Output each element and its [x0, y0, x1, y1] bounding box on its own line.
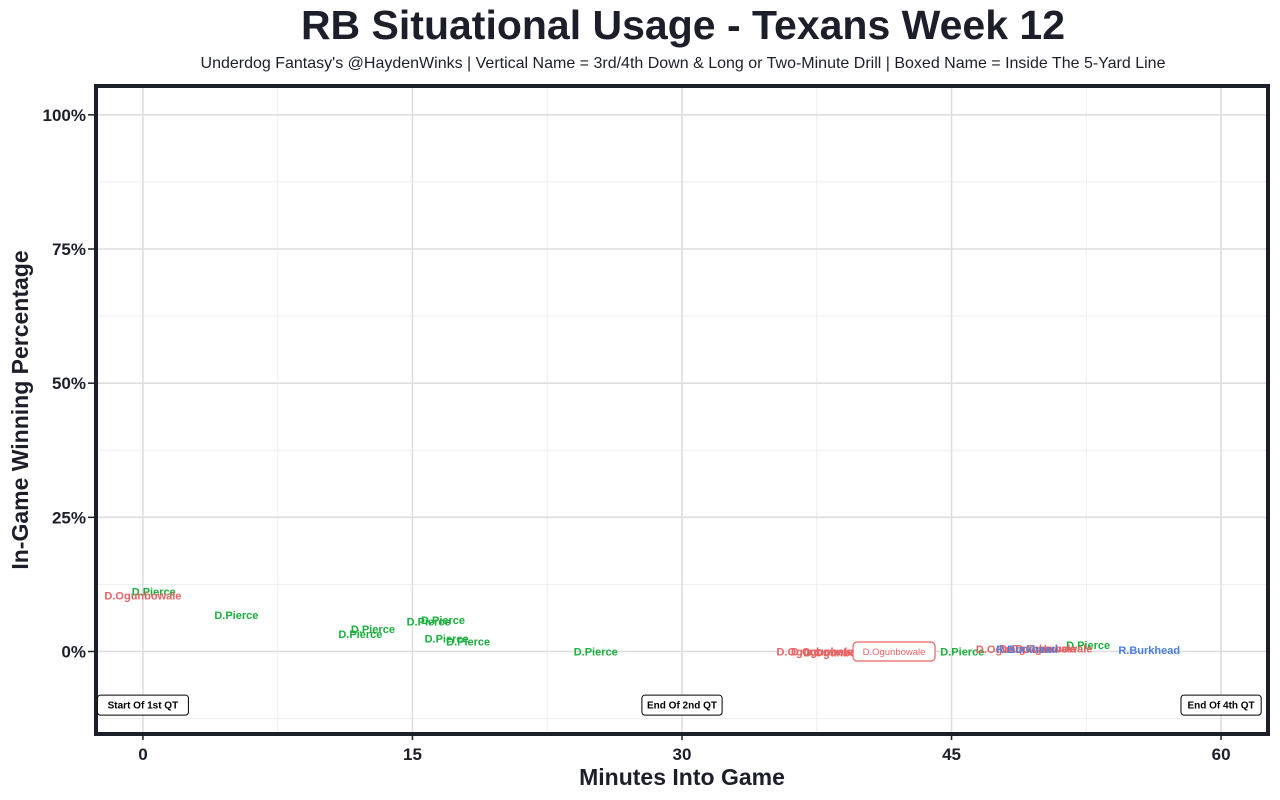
points-layer: D.PierceD.PierceD.PierceD.PierceD.Pierce…	[104, 586, 1180, 662]
data-point-label: D.Pierce	[351, 624, 395, 636]
data-point-label: D.Pierce	[338, 629, 382, 641]
data-point-label: R.Burkhead	[996, 644, 1058, 656]
data-point-label: D.Ogunbowale	[1015, 643, 1092, 655]
data-point-label: D.Pierce	[132, 586, 176, 598]
chart-title: RB Situational Usage - Texans Week 12	[300, 2, 1066, 48]
annotation-box	[96, 694, 189, 716]
annotations-layer: Start Of 1st QT End Of 2nd QT End Of 4th Q…	[96, 694, 1262, 716]
y-tick-label: 100%	[43, 106, 86, 125]
annotation-label: End Of 2nd QT	[647, 701, 717, 712]
y-tick-label: 25%	[52, 508, 86, 527]
data-point-label: D.Pierce	[574, 647, 618, 659]
grid-layer	[98, 88, 1266, 732]
y-tick-label: 75%	[52, 240, 86, 259]
annotation-box	[1180, 694, 1262, 716]
data-point-label: D.Pierce	[446, 636, 490, 648]
data-point-label: D.Pierce	[940, 647, 984, 659]
boxed-point-label: D.Ogunbowale	[863, 647, 926, 658]
data-point-label: D.Ogunbowale	[104, 591, 181, 603]
x-tick-label: 60	[1212, 745, 1231, 764]
x-tick-label: 45	[942, 745, 961, 764]
boxed-point-frame	[852, 641, 936, 662]
data-point-label: D.Pierce	[407, 616, 451, 628]
data-point-label: D.Ogunbowale	[999, 643, 1076, 655]
chart-subtitle: Underdog Fantasy's @HaydenWinks | Vertic…	[200, 55, 1166, 72]
y-axis-title: In-Game Winning Percentage	[7, 250, 33, 569]
y-tick-label: 0%	[61, 643, 86, 662]
annotation-box	[641, 694, 723, 716]
data-point-label: R.Burkhead	[1118, 645, 1180, 657]
y-tick-label: 50%	[52, 374, 86, 393]
data-point-label: D.Pierce	[421, 615, 465, 627]
data-point-label: D.Pierce	[214, 610, 258, 622]
x-tick-label: 0	[138, 745, 147, 764]
data-point-label: D.Pierce	[425, 634, 469, 646]
annotation-label: Start Of 1st QT	[108, 701, 179, 712]
x-tick-label: 15	[403, 745, 422, 764]
data-point-label: D.Ogunbowale	[791, 647, 868, 659]
x-axis-title: Minutes Into Game	[579, 764, 785, 790]
data-point-label: D.Ogunbowale	[776, 647, 853, 659]
data-point-label: D.Ogunbowale	[976, 644, 1053, 656]
ticks-layer: 0 15 30 45 60 0% 25% 50% 75% 100%	[43, 106, 1231, 764]
x-tick-label: 30	[673, 745, 692, 764]
annotation-label: End Of 4th QT	[1187, 701, 1254, 712]
data-point-label: D.Pierce	[1066, 640, 1110, 652]
